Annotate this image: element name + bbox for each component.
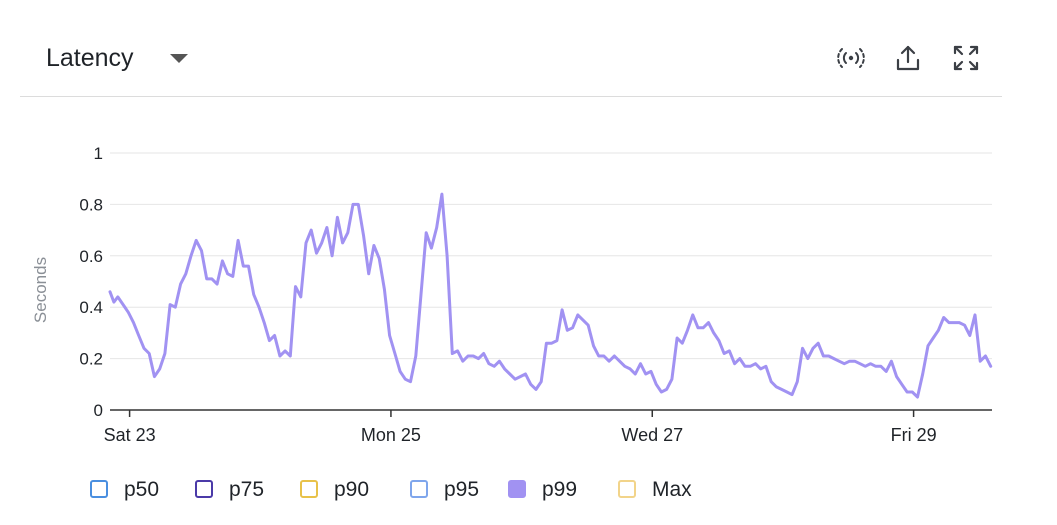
gridlines xyxy=(110,152,992,411)
y-tick-label: 0 xyxy=(94,401,103,420)
latency-line-chart: 00.20.40.60.81 Sat 23 Mon 25 Wed 27 Fri 29 … xyxy=(31,144,993,445)
x-tick-label: Mon 25 xyxy=(361,425,421,445)
y-tick-label: 0.6 xyxy=(79,247,103,266)
y-tick-label: 0.2 xyxy=(79,350,103,369)
legend-label: p50 xyxy=(124,478,160,501)
legend-checkbox[interactable] xyxy=(90,480,108,498)
chevron-down-icon[interactable] xyxy=(170,54,188,63)
legend-checkbox[interactable] xyxy=(618,480,636,498)
y-tick-label: 0.4 xyxy=(79,298,103,317)
latency-panel: Latency xyxy=(20,0,1002,525)
x-tick-label: Fri 29 xyxy=(891,425,937,445)
panel-title: Latency xyxy=(46,44,134,72)
expand-fullscreen-icon[interactable] xyxy=(950,42,982,74)
legend-label: p99 xyxy=(542,478,578,501)
y-axis-ticks: 0 0.2 0.4 0.6 0.8 1 xyxy=(79,144,103,420)
legend-checkbox[interactable] xyxy=(300,480,318,498)
panel-header: Latency xyxy=(20,0,1002,97)
legend-checkbox[interactable] xyxy=(195,480,213,498)
y-tick-label: 0.8 xyxy=(79,195,103,214)
share-upload-icon[interactable] xyxy=(892,42,924,74)
x-axis: Sat 23 Mon 25 Wed 27 Fri 29 xyxy=(104,410,937,445)
series-line-p99[interactable] xyxy=(108,192,993,399)
legend-label: p75 xyxy=(229,478,265,501)
legend-label: Max xyxy=(652,478,692,501)
x-tick-label: Sat 23 xyxy=(104,425,156,445)
legend-label: p90 xyxy=(334,478,370,501)
live-stream-icon[interactable] xyxy=(835,42,867,74)
series-lines xyxy=(108,192,993,399)
y-tick-label: 1 xyxy=(94,144,103,163)
legend-checkbox[interactable] xyxy=(508,480,526,498)
x-tick-label: Wed 27 xyxy=(621,425,683,445)
y-axis-label: Seconds xyxy=(31,257,50,323)
legend-checkbox[interactable] xyxy=(410,480,428,498)
legend-label: p95 xyxy=(444,478,480,501)
